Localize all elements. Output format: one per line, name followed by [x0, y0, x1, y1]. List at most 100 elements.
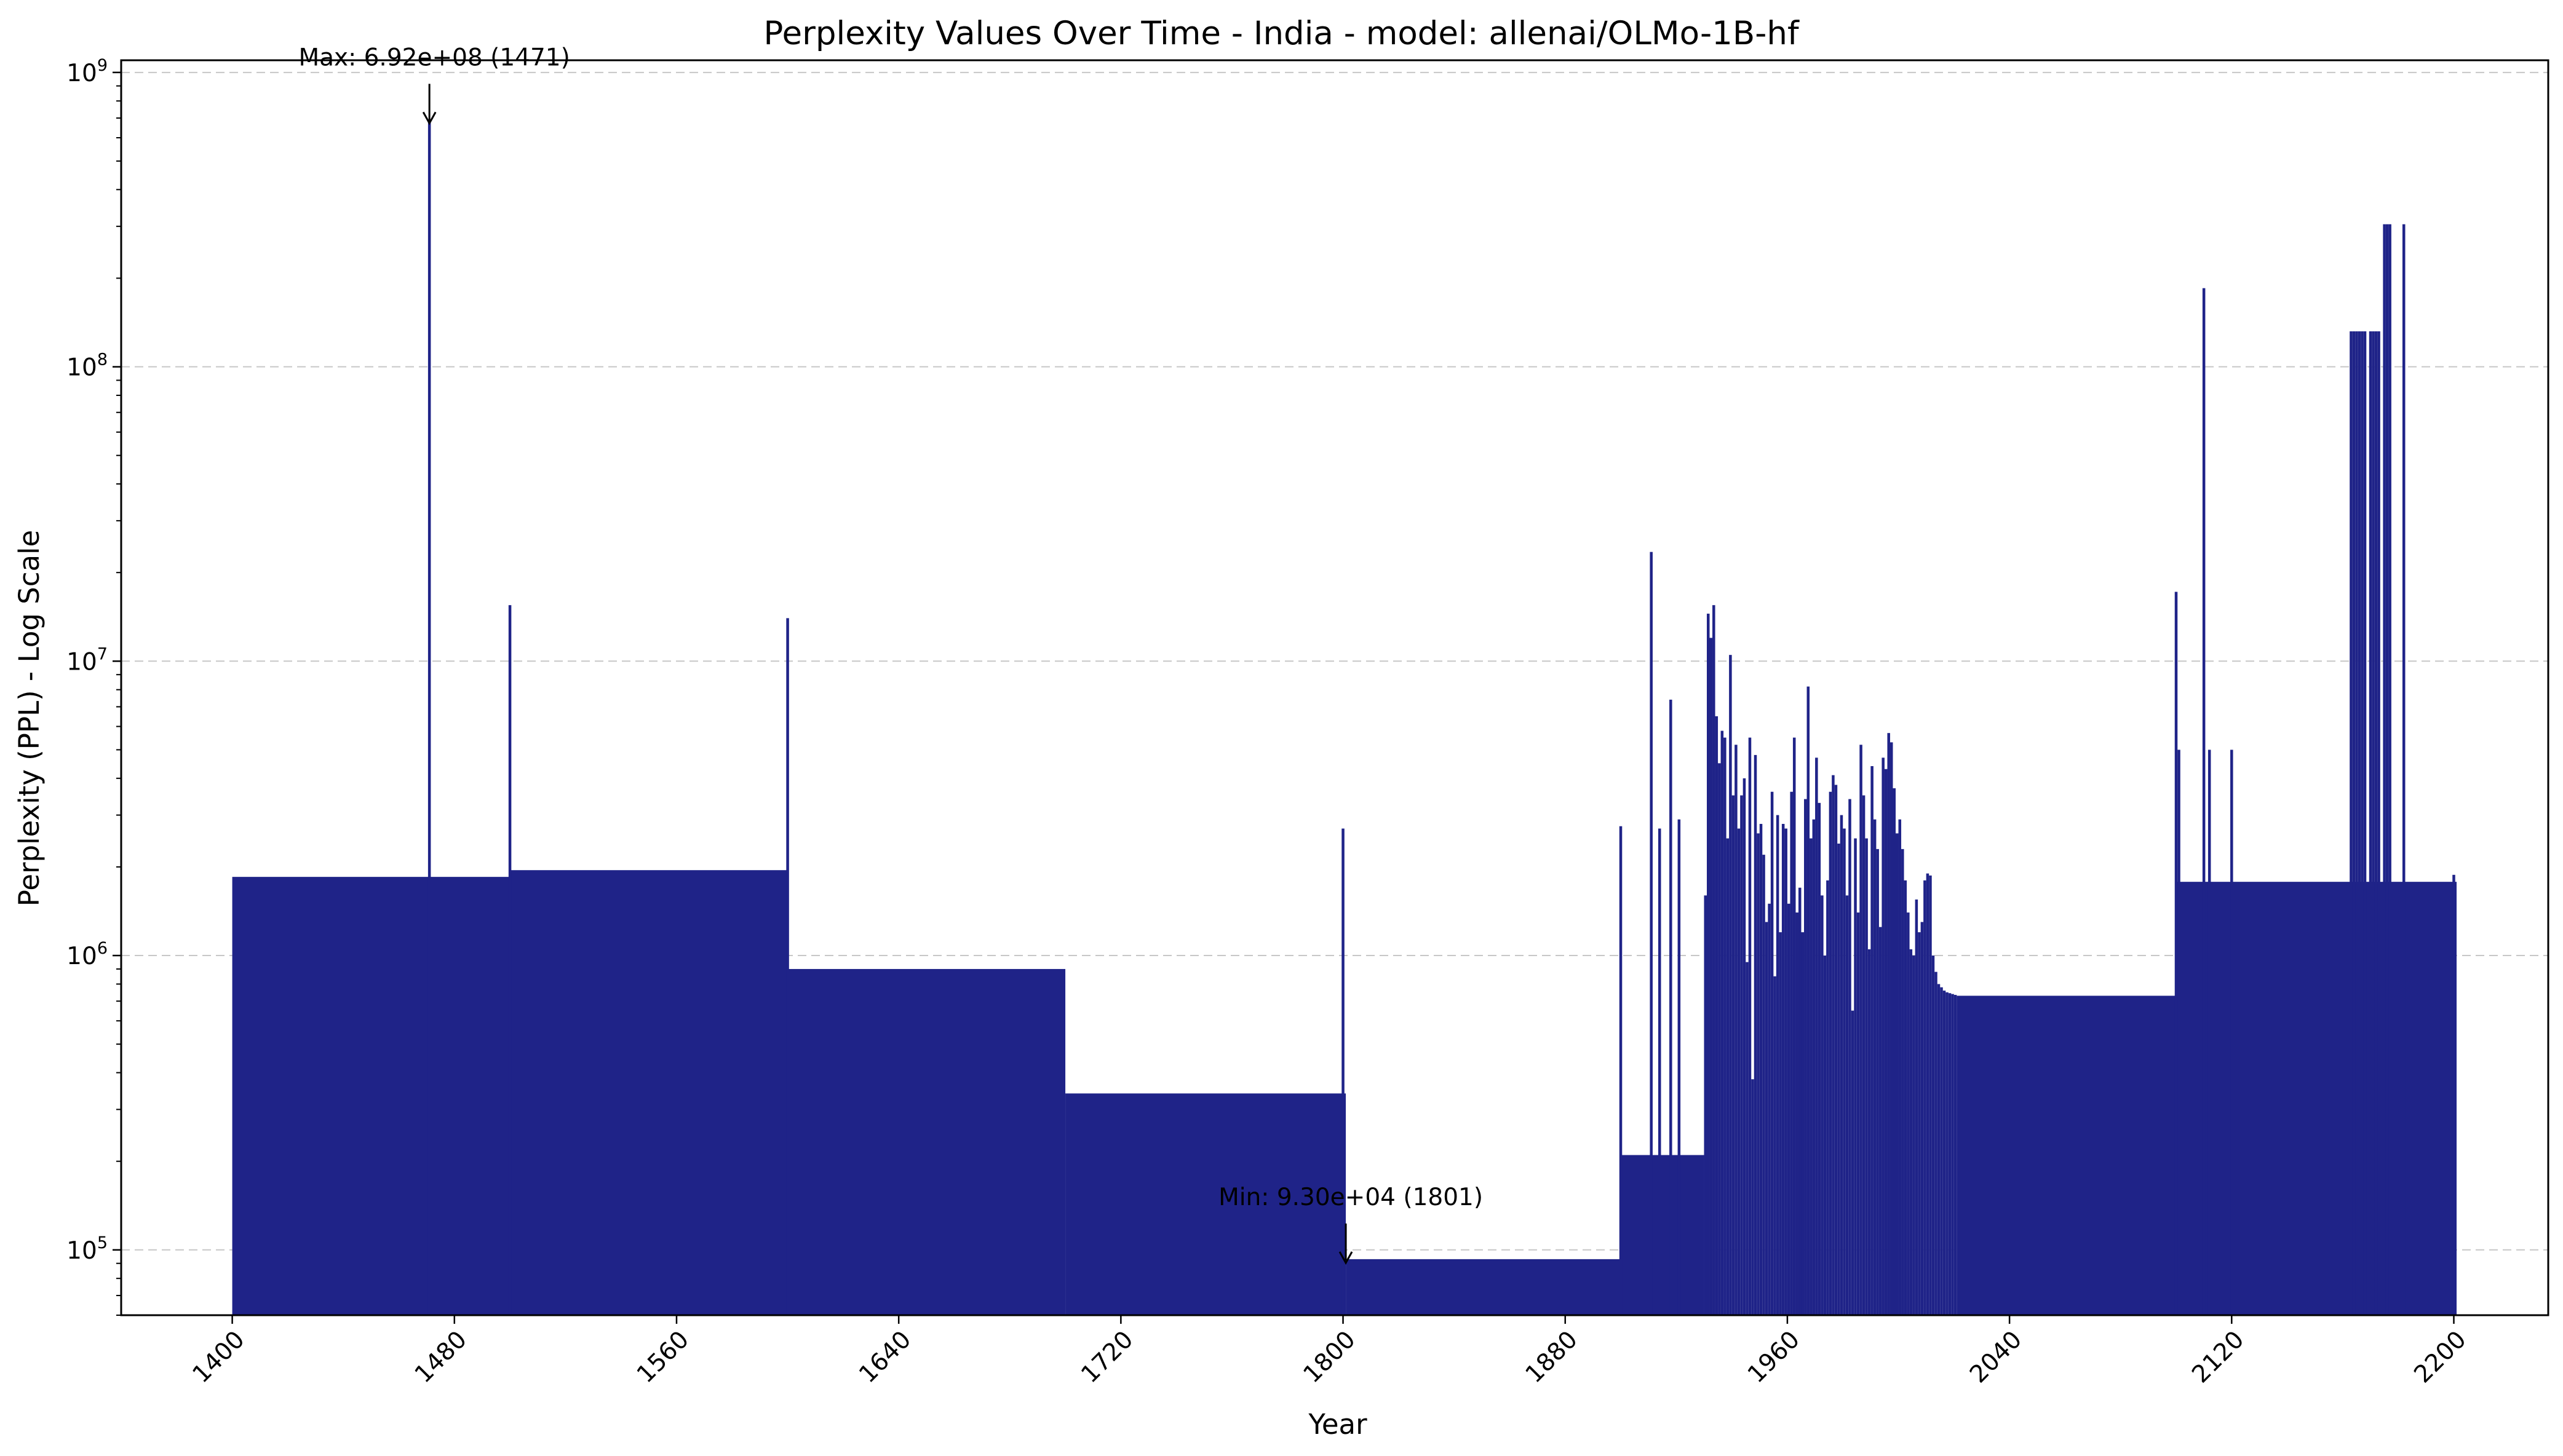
bar-spike	[2383, 224, 2386, 1315]
bar-spike	[1619, 826, 1623, 1315]
bar	[1862, 795, 1866, 1315]
y-tick-label: 105	[66, 1233, 108, 1265]
bar-segment	[1346, 1259, 1621, 1315]
bar-segment	[787, 968, 1066, 1315]
bar-spike	[786, 618, 789, 1316]
bar	[1773, 976, 1776, 1315]
bar	[1945, 992, 1949, 1315]
bar	[1810, 838, 1813, 1315]
bar	[1804, 799, 1807, 1315]
bar-segment	[2176, 882, 2457, 1315]
bar	[1812, 819, 1816, 1315]
bar-spike	[1341, 828, 1345, 1315]
bar	[1907, 912, 1910, 1315]
plot-frame	[120, 59, 2549, 1316]
bar-spike	[2230, 750, 2233, 1315]
bar-spike	[2177, 750, 2180, 1315]
bar	[1726, 838, 1730, 1315]
min-annotation-label: Min: 9.30e+04 (1801)	[1218, 1184, 1483, 1211]
bar	[1768, 903, 1771, 1315]
bar	[1792, 737, 1796, 1315]
bar	[1826, 880, 1829, 1315]
bar	[1715, 716, 1719, 1315]
bar	[1737, 828, 1741, 1315]
bar	[1740, 795, 1743, 1315]
bar	[1784, 828, 1787, 1315]
bar	[1859, 745, 1862, 1315]
bar	[1915, 899, 1918, 1315]
bar	[1765, 922, 1768, 1315]
bar	[1909, 949, 1913, 1315]
bar	[1748, 737, 1752, 1315]
bar	[1854, 838, 1857, 1315]
bar-spike	[2350, 331, 2353, 1315]
bar-spike	[2452, 874, 2455, 1315]
bar-spike	[508, 605, 512, 1315]
bar-segment	[1621, 1155, 1704, 1315]
bar	[1751, 1079, 1754, 1315]
bar	[1806, 686, 1810, 1315]
bar	[1843, 828, 1846, 1315]
bar	[1937, 984, 1941, 1315]
bar	[1834, 785, 1838, 1315]
bar	[1757, 833, 1760, 1315]
bar-spike	[2352, 331, 2356, 1315]
bar-spike	[2402, 224, 2406, 1315]
bar	[1712, 605, 1715, 1315]
bar	[1882, 758, 1885, 1315]
bar	[1759, 823, 1763, 1315]
bar-spike	[2372, 331, 2375, 1315]
bar-spike	[2363, 331, 2367, 1315]
max-annotation-label: Max: 6.92e+08 (1471)	[298, 44, 570, 71]
bar	[1953, 995, 1957, 1315]
bars	[232, 119, 2457, 1316]
bar	[1934, 971, 1937, 1315]
bar	[1918, 932, 1921, 1315]
y-axis-label: Perplexity (PPL) - Log Scale	[13, 530, 46, 906]
bar	[1948, 993, 1952, 1315]
bar	[1870, 766, 1874, 1315]
bar	[1776, 815, 1779, 1315]
bar	[1798, 887, 1802, 1315]
bar	[1709, 638, 1713, 1315]
bar	[1865, 838, 1868, 1315]
max-annotation-arrowhead	[422, 111, 437, 125]
bar	[1873, 819, 1877, 1315]
bar	[1923, 880, 1926, 1315]
bar	[1887, 733, 1890, 1315]
bar-spike	[2361, 331, 2364, 1315]
bar	[1904, 880, 1907, 1315]
bar	[1770, 791, 1774, 1315]
bar	[1901, 849, 1904, 1315]
bar	[1929, 875, 1932, 1315]
annotations: Max: 6.92e+08 (1471) Min: 9.30e+04 (1801)	[298, 44, 1483, 1265]
bar	[1867, 949, 1871, 1315]
bar-segment	[1957, 995, 2177, 1315]
bar-spike	[1677, 819, 1681, 1315]
bar-spike	[1658, 828, 1661, 1315]
bar	[1723, 737, 1727, 1315]
bar	[1926, 873, 1929, 1315]
bar	[1790, 791, 1793, 1315]
bar	[1898, 819, 1902, 1315]
bar	[1848, 799, 1851, 1315]
bar	[1837, 844, 1840, 1315]
bar	[1829, 791, 1832, 1315]
bar	[1704, 895, 1707, 1315]
bar	[1851, 1010, 1854, 1315]
bar	[1893, 788, 1896, 1315]
bar-spike	[2385, 224, 2389, 1315]
bar	[1718, 763, 1721, 1315]
bar	[1823, 956, 1827, 1315]
bar	[1856, 912, 1860, 1315]
bar	[1821, 895, 1824, 1315]
bar	[1951, 994, 1954, 1315]
bar	[1815, 758, 1818, 1315]
bar	[1878, 927, 1882, 1315]
bar-spike	[2374, 331, 2378, 1315]
min-annotation-arrowhead	[1338, 1251, 1353, 1265]
bar	[1781, 823, 1785, 1315]
bar	[1787, 903, 1790, 1315]
bar	[1818, 802, 1821, 1315]
bar-segment	[510, 870, 788, 1315]
